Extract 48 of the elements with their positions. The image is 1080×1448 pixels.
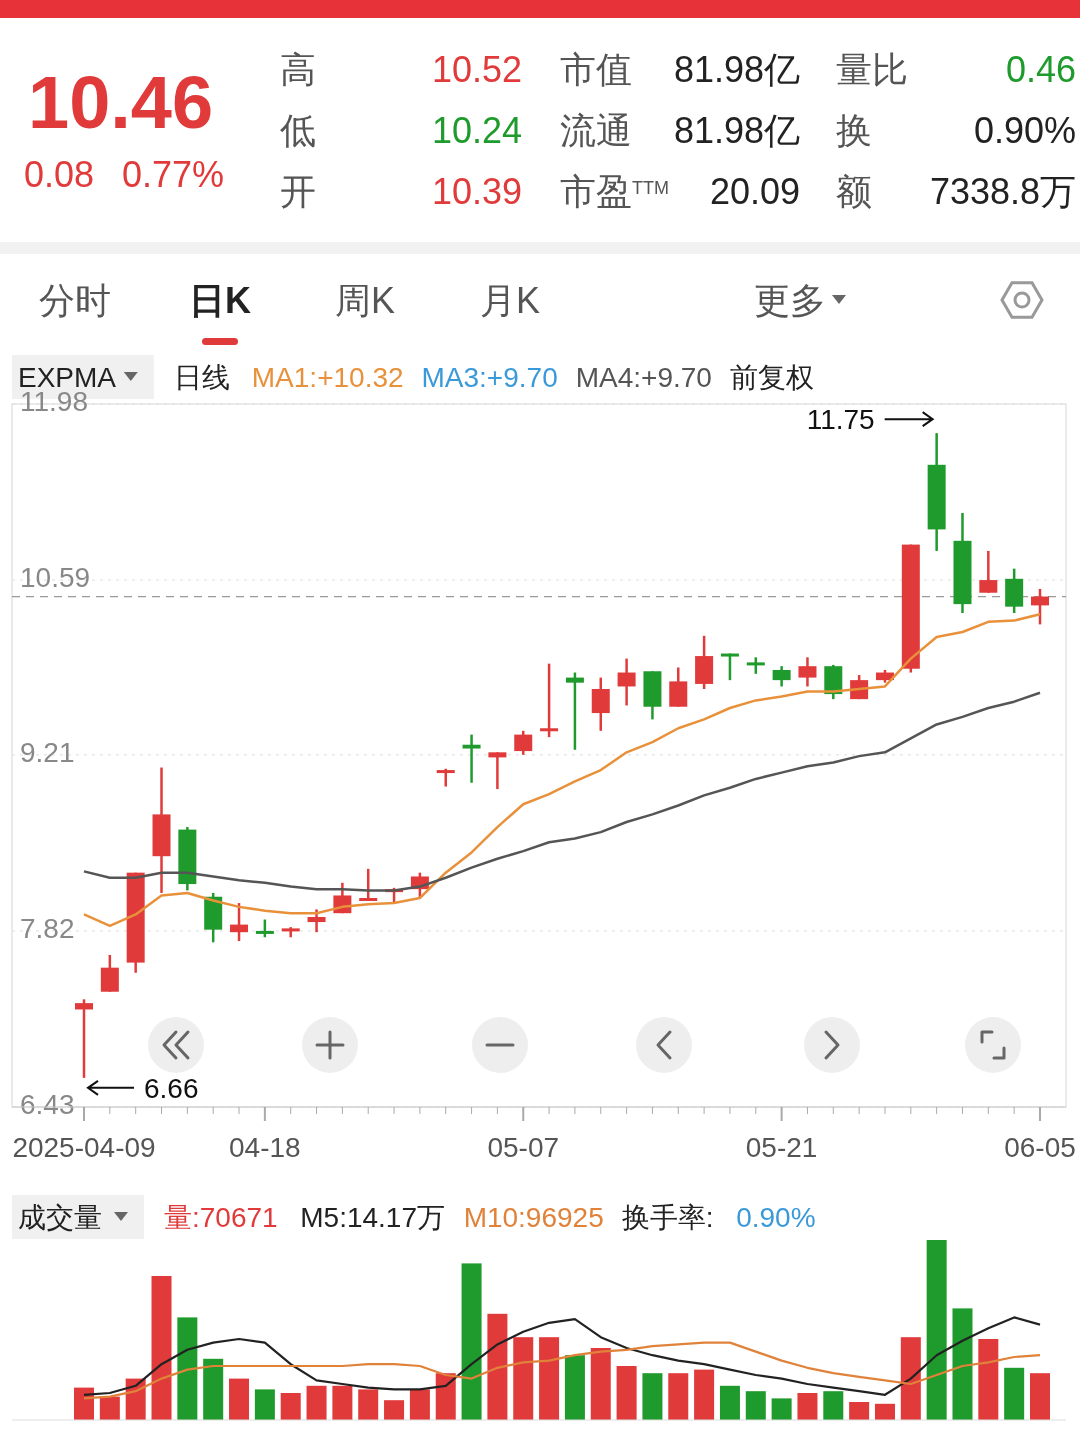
text: 高 xyxy=(280,49,316,90)
text: 0.90% xyxy=(973,110,1076,151)
text: 市值 xyxy=(560,49,632,90)
text: 10.39 xyxy=(431,171,522,212)
text: 周K xyxy=(334,280,396,321)
series-label: 量:70671 xyxy=(164,1202,278,1233)
x-tick-label: 06-05 xyxy=(1004,1132,1076,1163)
text: 20.09 xyxy=(709,171,800,212)
text: M5:14.17万 xyxy=(300,1202,445,1233)
annotation: 6.66 xyxy=(144,1072,199,1104)
text: 日K xyxy=(189,280,251,321)
text: 换 xyxy=(836,110,872,151)
x-tick-label: 05-21 xyxy=(745,1132,818,1163)
y-tick-label: 10.59 xyxy=(20,562,91,594)
text: MA1:+10.32 xyxy=(251,362,404,393)
text: 分时 xyxy=(39,280,111,321)
text: 7338.8万 xyxy=(929,171,1076,212)
text: 市盈$^{TTM}$ xyxy=(560,171,669,212)
text: 更多 xyxy=(754,280,826,321)
text: 81.98亿 xyxy=(673,110,800,151)
text: 额 xyxy=(836,171,872,212)
annotation: 11.75 xyxy=(806,404,875,436)
text: M10:96925 xyxy=(463,1202,604,1233)
text: 换手率: xyxy=(621,1202,714,1233)
text: MA4:+9.70 xyxy=(575,362,712,393)
text: 量比 xyxy=(836,49,908,90)
text: 0.46 xyxy=(1005,49,1076,90)
text: 10.46 xyxy=(28,61,214,144)
text: 10.24 xyxy=(431,110,522,151)
text: 低 xyxy=(280,110,316,151)
text: 0.08 xyxy=(24,154,95,195)
y-tick-label: 6.43 xyxy=(20,1089,75,1121)
text: 前复权 xyxy=(729,362,814,393)
text: 0.77% xyxy=(122,154,225,195)
text: MA3:+9.70 xyxy=(421,362,558,393)
text: 成交量 xyxy=(18,1202,102,1233)
text: 月K xyxy=(479,280,541,321)
x-tick-label: 2025-04-09 xyxy=(12,1132,156,1163)
text: 10.52 xyxy=(431,49,522,90)
text: 0.90% xyxy=(736,1202,816,1233)
x-tick-label: 05-07 xyxy=(487,1132,560,1163)
x-tick-label: 04-18 xyxy=(229,1132,301,1163)
text: 开 xyxy=(280,171,316,212)
y-tick-label: 9.21 xyxy=(20,737,75,769)
text: 日线 xyxy=(173,362,230,393)
text: 流通 xyxy=(560,110,632,151)
text: 81.98亿 xyxy=(673,49,800,90)
y-tick-label: 7.82 xyxy=(20,913,75,945)
